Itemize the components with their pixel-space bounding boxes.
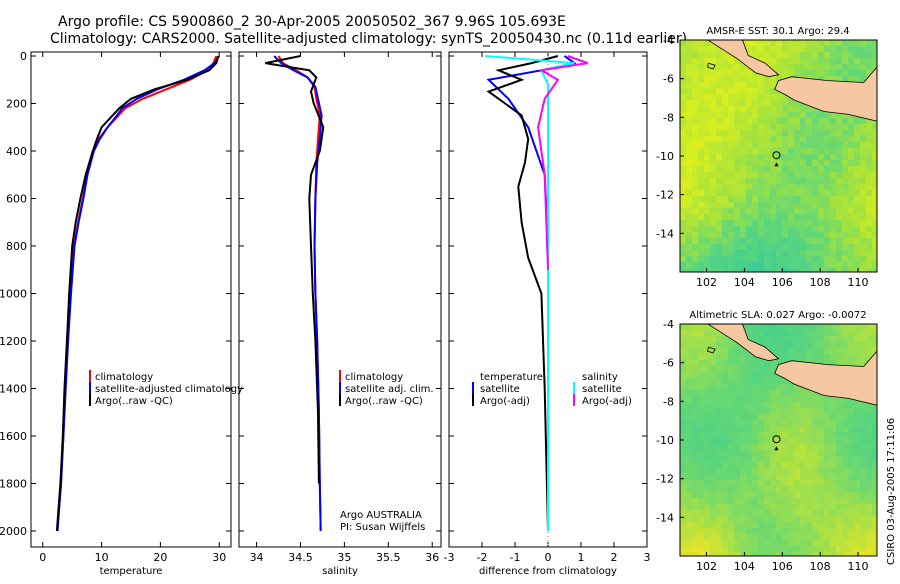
y-tick-label: 200 <box>6 98 27 111</box>
map-x-tick-label: 108 <box>810 560 831 573</box>
x-tick-label: 10 <box>95 551 109 564</box>
argo-track-arrow-icon <box>774 162 779 167</box>
y-tick-label: 400 <box>6 145 27 158</box>
sla-map: 102 104 106 108 110 -4 -6 -8 -10 -12 -14 <box>656 318 878 573</box>
annotation-pi: PI: Susan Wijffels <box>340 522 425 533</box>
x-tick-label: -3 <box>444 551 455 564</box>
legend-heading-temperature: temperature <box>480 372 543 383</box>
map-x-tick-label: 104 <box>734 560 755 573</box>
map-x-tick-label: 108 <box>810 276 831 289</box>
x-tick-label: 3 <box>644 551 651 564</box>
map-y-tick-label: -4 <box>663 318 674 331</box>
temperature-panel: 0 10 20 30 0 200 400 600 800 1000 1200 1400 1600 1800… <box>0 50 232 577</box>
x-axis-label: difference from climatology <box>479 566 617 577</box>
x-tick-label: -1 <box>510 551 521 564</box>
salinity-panel: 34 34.5 35 35.5 36 salinity <box>238 51 442 577</box>
salinity-legend: climatology satellite adj. clim. Argo(..… <box>339 370 434 533</box>
x-tick-label: 30 <box>212 551 226 564</box>
header-line-1: Argo profile: CS 5900860_2 30-Apr-2005 2… <box>58 14 566 30</box>
legend-label-satellite: satellite adj. clim. <box>345 384 434 395</box>
x-axis-label: salinity <box>322 566 358 577</box>
island-outline <box>707 62 716 70</box>
map-x-tick-label: 102 <box>696 276 717 289</box>
land-mass <box>680 324 877 406</box>
island-outline <box>707 346 716 354</box>
series-line-temperature-argo-adj <box>486 55 559 532</box>
credit-text: CSIRO 03-Aug-2005 17:11:06 <box>886 418 897 565</box>
argo-position-marker <box>772 151 781 160</box>
legend-label-argo: Argo(..raw -QC) <box>95 396 173 407</box>
x-tick-label: 20 <box>153 551 167 564</box>
series-line-argo-raw-qc <box>55 55 220 532</box>
sst-map-title: AMSR-E SST: 30.1 Argo: 29.4 <box>706 26 849 37</box>
x-axis-label: temperature <box>100 566 163 577</box>
sst-map: 102 104 106 108 110 -4 -6 -8 -10 -12 -14 <box>656 34 878 289</box>
y-tick-label: 2000 <box>0 525 27 538</box>
plot-frame <box>30 51 232 548</box>
x-tick-label: 35 <box>337 551 351 564</box>
y-tick-label: 1400 <box>0 383 27 396</box>
map-x-tick-label: 102 <box>696 560 717 573</box>
y-tick-label: 1000 <box>0 288 27 301</box>
map-y-tick-label: -8 <box>663 395 674 408</box>
x-tick-label: 34.5 <box>288 551 313 564</box>
difference-panel: -3 -2 -1 0 1 2 3 difference from climatology <box>444 51 651 577</box>
map-x-tick-label: 106 <box>772 560 793 573</box>
map-x-tick-label: 106 <box>772 276 793 289</box>
legend-label-climatology: climatology <box>345 372 403 383</box>
legend-label-argo: Argo(..raw -QC) <box>345 396 423 407</box>
map-y-tick-label: -10 <box>656 434 674 447</box>
map-y-tick-label: -12 <box>656 473 674 486</box>
y-tick-label: 1800 <box>0 478 27 491</box>
header-line-2: Climatology: CARS2000. Satellite-adjuste… <box>50 31 687 47</box>
legend-label-temp-satellite: satellite <box>480 384 520 395</box>
legend-label-sal-argo: Argo(-adj) <box>582 396 632 407</box>
map-x-tick-label: 104 <box>734 276 755 289</box>
x-tick-label: 0 <box>545 551 552 564</box>
x-tick-label: 36 <box>425 551 439 564</box>
x-tick-label: -2 <box>477 551 488 564</box>
y-tick-label: 800 <box>6 240 27 253</box>
sla-map-title: Altimetric SLA: 0.027 Argo: -0.0072 <box>689 310 866 321</box>
x-tick-label: 34 <box>250 551 264 564</box>
x-tick-label: 0 <box>39 551 46 564</box>
y-tick-label: 600 <box>6 193 27 206</box>
series-line-argo-raw-qc <box>265 55 325 484</box>
annotation-argo-australia: Argo AUSTRALIA <box>340 510 422 521</box>
y-tick-label: 1600 <box>0 430 27 443</box>
series-line-salinity-satellite <box>485 55 575 531</box>
argo-track-arrow-icon <box>774 446 779 451</box>
map-y-tick-label: -4 <box>663 34 674 47</box>
map-x-tick-label: 110 <box>848 276 869 289</box>
x-tick-label: 1 <box>578 551 585 564</box>
y-tick-label: 1200 <box>0 335 27 348</box>
legend-label-climatology: climatology <box>95 372 153 383</box>
y-tick-label: 0 <box>20 50 27 63</box>
map-y-tick-label: -10 <box>656 150 674 163</box>
map-y-tick-label: -14 <box>656 511 674 524</box>
temperature-legend: climatology satellite-adjusted climatolo… <box>89 370 243 407</box>
legend-label-satellite: satellite-adjusted climatology <box>95 384 243 395</box>
map-y-tick-label: -12 <box>656 189 674 202</box>
x-tick-label: 2 <box>611 551 618 564</box>
legend-label-temp-argo: Argo(-adj) <box>480 396 530 407</box>
series-line-satellite-adj-clim <box>273 55 323 532</box>
argo-position-marker <box>772 435 781 444</box>
difference-legend: temperature satellite Argo(-adj) salinit… <box>472 372 632 407</box>
x-tick-label: 35.5 <box>376 551 401 564</box>
map-y-tick-label: -6 <box>663 357 674 370</box>
legend-heading-salinity: salinity <box>582 372 618 383</box>
legend-label-sal-satellite: satellite <box>582 384 622 395</box>
map-y-tick-label: -6 <box>663 73 674 86</box>
map-y-tick-label: -14 <box>656 227 674 240</box>
map-field <box>680 40 877 272</box>
series-line-salinity-argo-adj <box>537 55 588 270</box>
map-y-tick-label: -8 <box>663 111 674 124</box>
map-x-tick-label: 110 <box>848 560 869 573</box>
plot-frame <box>238 51 442 548</box>
land-mass <box>680 40 877 122</box>
